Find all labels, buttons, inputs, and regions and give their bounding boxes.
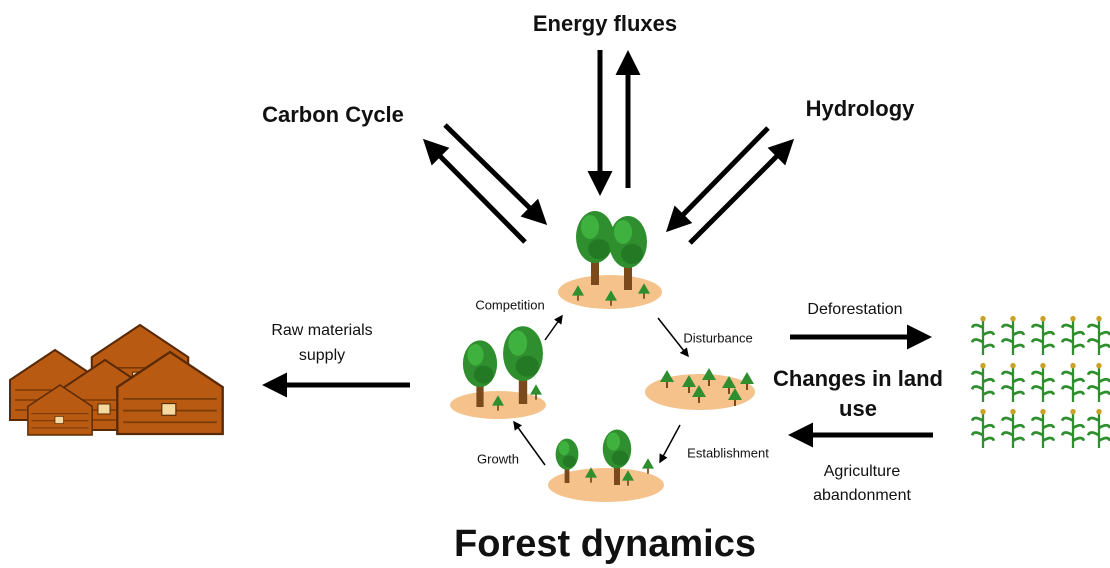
label: Hydrology <box>806 96 916 121</box>
label: Growth <box>477 451 519 466</box>
label: Competition <box>475 297 544 312</box>
diagram: Energy fluxes Carbon Cycle Hydrology Com… <box>0 0 1110 568</box>
label: abandonment <box>813 487 911 504</box>
label: Changes in land <box>773 366 943 391</box>
label: use <box>839 396 877 421</box>
label: Raw materials <box>271 322 372 339</box>
label: Deforestation <box>807 301 902 318</box>
title: Forest dynamics <box>454 523 756 565</box>
label: Carbon Cycle <box>262 102 404 127</box>
houses <box>10 325 223 435</box>
crops <box>972 316 1110 448</box>
label: Establishment <box>687 445 769 460</box>
label: supply <box>299 347 345 364</box>
label: Agriculture <box>824 463 901 480</box>
label: Disturbance <box>683 330 752 345</box>
label: Energy fluxes <box>533 11 677 36</box>
